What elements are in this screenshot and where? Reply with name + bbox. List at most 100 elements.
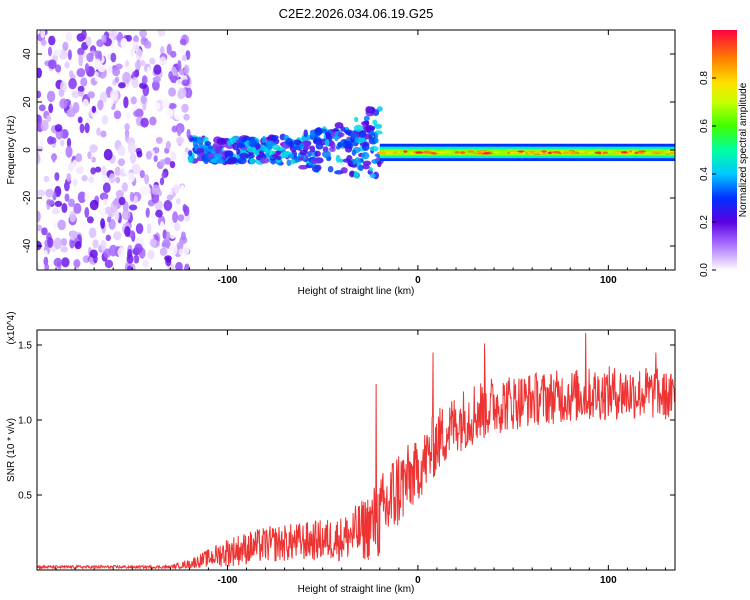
spectrogram-cell (183, 113, 190, 121)
spectrogram-cell (372, 119, 378, 126)
spectrogram-cell (577, 150, 586, 153)
spectrogram-cell (62, 41, 69, 51)
spectrogram-cell (133, 254, 140, 264)
spectrogram-cell (117, 247, 125, 258)
spectrogram-cell (362, 160, 372, 166)
spectrogram-cell (506, 151, 511, 154)
spectrogram-cell (81, 174, 88, 182)
spectrogram-cell (241, 137, 247, 142)
spectrogram-cell (93, 113, 101, 121)
spectrogram-cell (123, 96, 129, 109)
spectrogram-cell (91, 105, 97, 114)
spectrogram-cell (288, 141, 295, 148)
spectrogram-cell (124, 123, 130, 131)
spectrogram-cell (248, 139, 257, 148)
spectrogram-cell (330, 142, 336, 149)
spectrogram-cell (80, 221, 88, 229)
spectrogram-cell (100, 218, 106, 229)
spectrogram-cell (107, 65, 113, 74)
spectrogram-cell (339, 158, 344, 163)
spectrogram-cell (101, 114, 109, 126)
spectrogram-cell (353, 124, 364, 132)
spectrogram-cell (354, 116, 359, 123)
spectrogram-cell (129, 152, 137, 164)
spectrogram-cell (478, 152, 483, 155)
spectrogram-cell (168, 71, 173, 80)
spectrogram-cell (363, 115, 370, 122)
spectrogram-cell (215, 146, 222, 154)
spectrogram-cell (140, 94, 147, 105)
spectrogram-cell (121, 182, 128, 192)
spectrogram-cell (47, 46, 53, 57)
spectrogram-cell (112, 67, 121, 77)
spectrogram-cell (152, 79, 160, 91)
spectrogram-cell (41, 227, 48, 236)
spectrogram-cell (172, 184, 180, 194)
spectrogram-cell (155, 209, 163, 218)
spectrogram-cell (236, 157, 247, 165)
spectrogram-cell (65, 31, 73, 42)
spectrogram-cell (196, 147, 204, 153)
spectrogram-cell (132, 41, 140, 52)
spectrogram-cell (454, 151, 460, 154)
spectrogram-cell (51, 153, 56, 163)
spectrogram-y-tick-label: -20 (22, 190, 33, 205)
spectrogram-cell (114, 209, 120, 222)
spectrogram-cell (179, 184, 185, 195)
spectrogram-cell (135, 223, 144, 235)
spectrogram-cell (169, 50, 177, 58)
spectrogram-cell (133, 110, 141, 117)
spectrogram-cell (68, 78, 77, 90)
spectrogram-cell (126, 254, 134, 264)
spectrogram-cell (78, 54, 84, 67)
snr-x-tick-label: 100 (600, 575, 617, 586)
spectrogram-cell (651, 151, 658, 154)
chart-title: C2E2.2026.034.06.19.G25 (279, 6, 434, 21)
spectrogram-cell (130, 96, 138, 105)
spectrogram-cell (73, 259, 81, 268)
spectrogram-cell (43, 175, 50, 183)
spectrogram-cell (153, 31, 160, 40)
spectrogram-cell (95, 50, 100, 61)
spectrogram-cell (275, 146, 284, 152)
spectrogram-cell (135, 48, 143, 61)
spectrogram-cell (634, 151, 639, 154)
spectrogram-cell (348, 160, 353, 167)
spectrogram-cell (368, 131, 376, 137)
spectrogram-cell (55, 64, 62, 73)
spectrogram-cell (100, 130, 107, 138)
spectrogram-cell (39, 138, 44, 146)
spectrogram-cell (144, 174, 150, 185)
spectrogram-cell (178, 248, 184, 256)
spectrogram-cell (467, 150, 473, 153)
spectrogram-cell (84, 206, 90, 219)
spectrogram-cell (155, 136, 163, 144)
spectrogram-cell (94, 58, 102, 70)
spectrogram-cell (93, 254, 98, 264)
spectrogram-cell (80, 77, 88, 87)
spectrogram-cell (61, 257, 70, 268)
spectrogram-cell (103, 248, 111, 259)
spectrogram-cell (123, 165, 130, 175)
spectrogram-cell (312, 139, 319, 144)
spectrogram-cell (133, 35, 139, 43)
spectrogram-cell (44, 263, 50, 270)
spectrogram-cell (49, 137, 57, 144)
colorbar: 0.0 0.2 0.4 0.6 0.8 Normalized spectral ampl… (699, 30, 749, 277)
spectrogram-cell (125, 112, 131, 120)
spectrogram-cell (66, 137, 72, 148)
spectrogram-cell (122, 71, 131, 84)
spectrogram-cell (639, 151, 644, 154)
spectrogram-cell (59, 98, 68, 109)
spectrogram-cell (38, 104, 46, 112)
spectrogram-cell (76, 68, 86, 78)
spectrogram-cell (299, 149, 308, 156)
spectrogram-cell (541, 150, 547, 153)
spectrogram-cell (88, 227, 97, 239)
spectrogram-cell (181, 103, 189, 113)
spectrogram-cell (409, 151, 413, 154)
spectrogram-cell (183, 64, 190, 75)
spectrogram-cell (117, 145, 126, 157)
spectrogram-cell (324, 139, 330, 147)
